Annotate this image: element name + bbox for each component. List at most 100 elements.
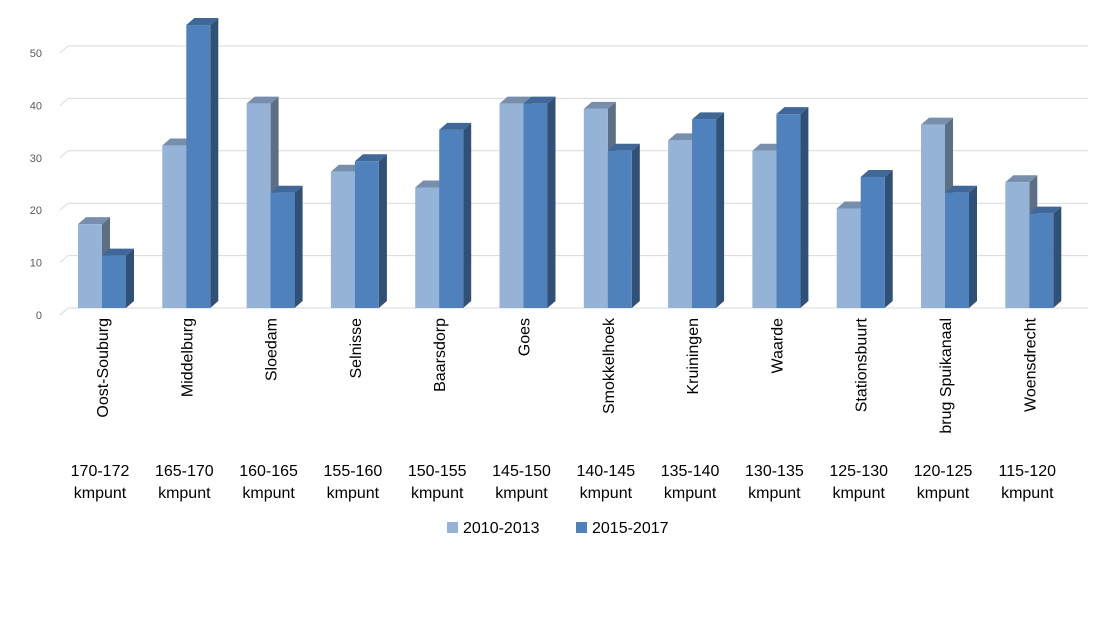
gridline-diagonal: [59, 307, 69, 316]
x-place-label: Stationsbuurt: [854, 317, 871, 412]
x-range-label: 150-155: [408, 463, 467, 480]
bar-top: [102, 248, 134, 256]
bar: [439, 122, 472, 308]
bar-front: [692, 119, 717, 308]
bar-top: [692, 112, 725, 120]
x-range-label: 115-120: [999, 463, 1057, 480]
bar: [102, 248, 134, 308]
x-unit-label: kmpunt: [917, 485, 970, 502]
bar-top: [439, 122, 472, 130]
x-range-label: 145-150: [492, 463, 551, 480]
bar-top: [523, 96, 556, 104]
x-place-label: Oost-Souburg: [95, 318, 112, 418]
bar: [186, 18, 219, 308]
x-axis-labels: Oost-Souburg 170-172 kmpunt Middelburg 165-1…: [71, 317, 1057, 502]
x-range-label: 120-125: [914, 463, 973, 480]
x-unit-label: kmpunt: [158, 485, 211, 502]
x-place-label: Middelburg: [179, 318, 196, 397]
gridline-diagonal: [59, 255, 69, 263]
bar: [1029, 206, 1062, 308]
legend-label: 2010-2013: [463, 520, 540, 537]
bar: [860, 170, 893, 308]
gridline-diagonal: [59, 98, 69, 106]
bar-top: [583, 101, 616, 109]
bar-top: [186, 18, 219, 26]
bar-side: [547, 96, 556, 308]
bar-side: [463, 122, 472, 308]
x-unit-label: kmpunt: [411, 485, 464, 502]
bar-front: [186, 25, 211, 308]
y-tick-label: 0: [36, 310, 42, 322]
bar-top: [78, 217, 110, 225]
bar-front: [836, 208, 861, 308]
legend-swatch: [447, 522, 458, 533]
bar-front: [354, 161, 379, 308]
x-range-label: 165-170: [155, 463, 214, 480]
x-place-label: Kruiningen: [685, 318, 702, 395]
gridline-diagonal: [59, 202, 69, 211]
bar-side: [800, 107, 809, 309]
x-range-label: 160-165: [239, 463, 298, 480]
bar: [692, 112, 725, 308]
x-unit-label: kmpunt: [242, 485, 295, 502]
bar-front: [1005, 182, 1030, 308]
bar-top: [860, 170, 893, 177]
bar-top: [776, 107, 809, 115]
legend-label: 2015-2017: [592, 520, 669, 537]
bar: [776, 107, 809, 309]
x-range-label: 155-160: [324, 463, 383, 480]
gridline-diagonal: [59, 45, 69, 54]
legend: 2010-2013 2015-2017: [447, 520, 669, 537]
bar-front: [523, 103, 548, 308]
bar-front: [270, 192, 295, 308]
bar-top: [270, 185, 303, 193]
x-unit-label: kmpunt: [664, 485, 717, 502]
bar-side: [631, 143, 640, 308]
x-unit-label: kmpunt: [580, 485, 633, 502]
bar-top: [246, 96, 279, 104]
bar-side: [210, 18, 219, 308]
legend-swatch: [576, 522, 587, 533]
bar-side: [969, 185, 977, 308]
bar: [607, 143, 640, 308]
bar-top: [1029, 206, 1062, 214]
bar-side: [1053, 206, 1062, 308]
x-place-label: Goes: [517, 318, 534, 356]
bar-front: [246, 103, 271, 308]
bar-front: [945, 192, 969, 308]
bar-front: [78, 224, 102, 308]
bar-front: [102, 255, 126, 308]
x-place-label: Waarde: [769, 318, 786, 374]
x-unit-label: kmpunt: [748, 485, 801, 502]
x-place-label: Smokkelhoek: [601, 317, 618, 414]
x-unit-label: kmpunt: [1001, 485, 1054, 502]
x-unit-label: kmpunt: [495, 485, 548, 502]
bar-side: [294, 185, 303, 308]
y-axis-ticks: 0 10 20 30 40 50: [30, 48, 42, 322]
bar-top: [499, 96, 532, 104]
bar-front: [752, 150, 777, 308]
bar-side: [884, 170, 893, 308]
bar-side: [716, 112, 725, 308]
y-tick-label: 10: [30, 258, 42, 270]
bar-top: [1005, 175, 1038, 183]
x-unit-label: kmpunt: [832, 485, 885, 502]
bar: [354, 154, 387, 308]
bar-side: [378, 154, 387, 308]
x-range-label: 135-140: [661, 463, 720, 480]
bars: [78, 18, 1062, 309]
x-range-label: 130-135: [745, 463, 804, 480]
bar-top: [945, 185, 977, 193]
bar-front: [162, 145, 187, 308]
bar-front: [439, 129, 464, 308]
x-place-label: Woensdrecht: [1022, 317, 1039, 412]
bar-front: [860, 177, 885, 308]
bar-front: [607, 150, 632, 308]
bar: [945, 185, 977, 308]
x-place-label: brug Spuikanaal: [938, 318, 955, 434]
bar-front: [330, 171, 355, 308]
x-unit-label: kmpunt: [327, 485, 380, 502]
x-unit-label: kmpunt: [74, 485, 127, 502]
y-tick-label: 40: [30, 100, 42, 112]
